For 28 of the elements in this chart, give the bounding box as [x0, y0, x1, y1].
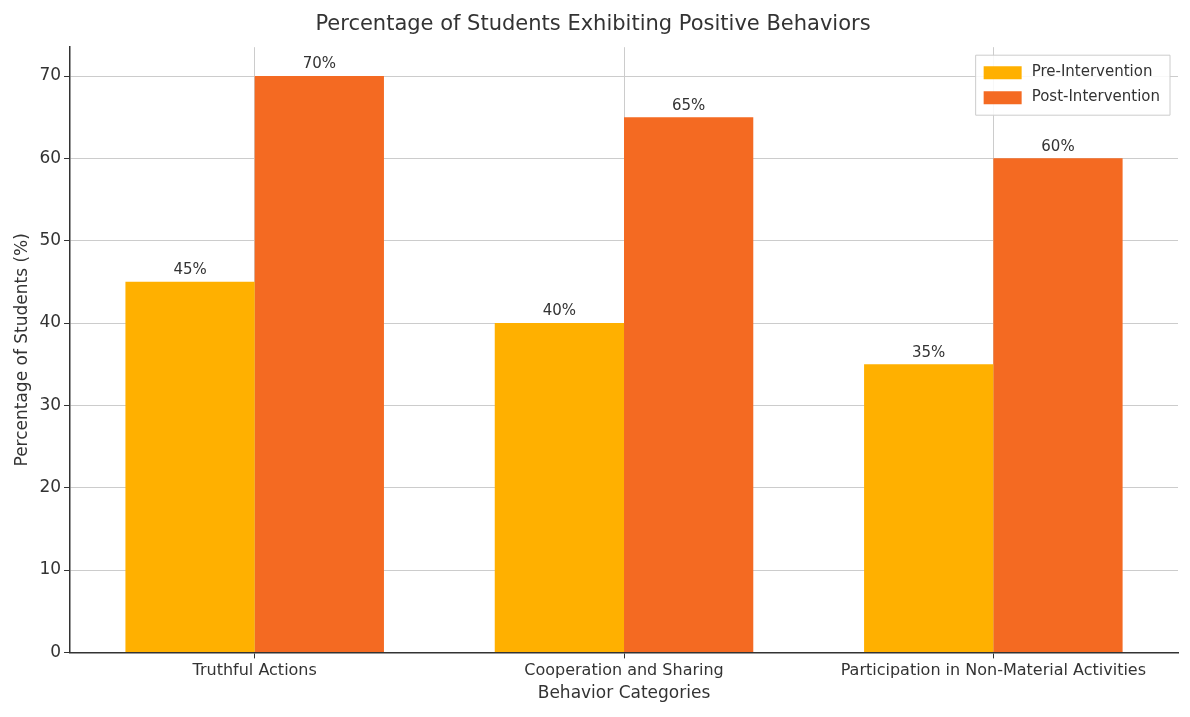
legend-label: Post-Intervention: [1031, 87, 1161, 106]
x-axis-title: Behavior Categories: [537, 682, 711, 703]
data-label: 35%: [912, 342, 946, 361]
y-tick-label: 0: [50, 640, 62, 661]
data-label: 45%: [173, 260, 207, 279]
y-tick-label: 30: [39, 393, 62, 414]
x-tick-label: Cooperation and Sharing: [524, 660, 724, 680]
data-label: 60%: [1041, 136, 1075, 155]
data-label: 40%: [542, 301, 577, 320]
y-tick-label: 20: [39, 476, 62, 497]
y-tick-label: 10: [39, 558, 62, 579]
bar: [624, 117, 754, 652]
bar: [494, 323, 625, 652]
legend-label: Pre-Intervention: [1031, 62, 1153, 81]
bar: [125, 281, 255, 652]
y-tick-label: 60: [39, 146, 62, 167]
y-tick-label: 40: [39, 311, 62, 332]
x-tick-label: Participation in Non-Material Activities: [840, 660, 1147, 680]
data-label: 70%: [302, 54, 336, 73]
bar: [864, 364, 994, 652]
y-tick-label: 50: [39, 229, 62, 250]
chart-title: Percentage of Students Exhibiting Positive Behaviors: [315, 11, 871, 36]
bar: [254, 76, 384, 652]
data-label: 65%: [671, 95, 706, 114]
y-axis-title: Percentage of Students (%): [10, 233, 31, 467]
bar: [993, 158, 1123, 652]
y-tick-label: 70: [39, 64, 62, 85]
x-tick-label: Truthful Actions: [191, 660, 317, 680]
